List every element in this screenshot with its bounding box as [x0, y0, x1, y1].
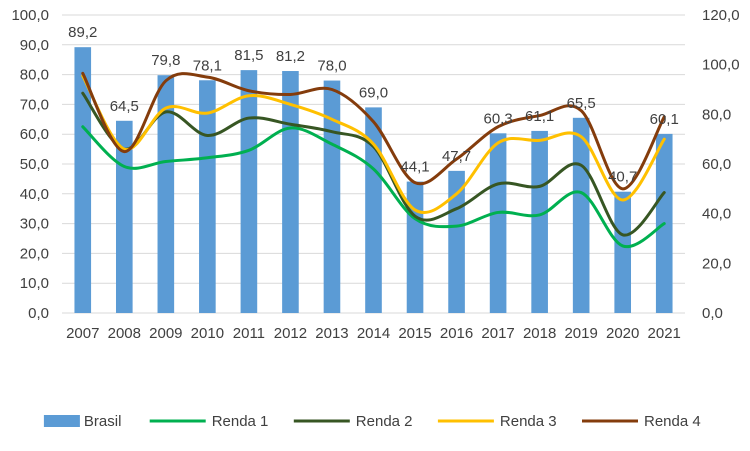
x-tick-label: 2021 [648, 325, 681, 342]
bar [74, 47, 92, 314]
series-line-renda-1 [81, 125, 666, 249]
legend: Brasil Renda 1 Renda 2 Renda 3 Renda 4 [43, 413, 701, 430]
bar-data-label: 61,1 [525, 108, 554, 125]
bar [614, 191, 632, 313]
x-tick-label: 2014 [357, 325, 390, 342]
y-tick-label: 60,0 [20, 126, 49, 143]
y2-tick-label: 80,0 [702, 106, 731, 123]
legend-swatch [43, 415, 80, 427]
x-tick-label: 2017 [481, 325, 514, 342]
bar-data-label: 78,0 [317, 58, 346, 75]
bar [282, 71, 299, 313]
y2-tick-label: 20,0 [702, 255, 731, 272]
bar [406, 181, 424, 313]
data-labels: 89,2 64,5 79,8 78,1 81,5 81,2 78,0 69,0 44,1 47,7… [68, 24, 679, 186]
bar [489, 133, 507, 313]
y-tick-label: 100,0 [11, 7, 49, 24]
x-tick-label: 2020 [606, 325, 639, 342]
x-tick-label: 2018 [523, 325, 556, 342]
x-tick-label: 2007 [66, 325, 99, 342]
bar-data-label: 65,5 [567, 95, 596, 112]
y2-tick-label: 100,0 [702, 57, 740, 74]
y-axis-right: 0,0 20,0 40,0 60,0 80,0 100,0 120,0 [702, 7, 740, 322]
series-line-renda-4 [81, 71, 666, 191]
y-tick-label: 70,0 [20, 96, 49, 113]
y-tick-label: 30,0 [20, 216, 49, 233]
legend-label: Renda 3 [500, 413, 557, 430]
x-tick-label: 2013 [315, 325, 348, 342]
bar [199, 80, 216, 314]
legend-label: Renda 4 [644, 413, 701, 430]
bar-data-label: 79,8 [151, 52, 180, 69]
bar [572, 117, 590, 313]
bar-data-label: 89,2 [68, 24, 97, 41]
y-tick-label: 80,0 [20, 67, 49, 84]
bar [323, 80, 341, 313]
x-tick-label: 2009 [149, 325, 182, 342]
bar-data-label: 69,0 [359, 84, 388, 101]
bar [365, 107, 382, 313]
y-tick-label: 40,0 [20, 186, 49, 203]
legend-item-renda-2: Renda 2 [293, 413, 413, 430]
x-tick-label: 2012 [274, 325, 307, 342]
x-axis: 2007 2008 2009 2010 2011 2012 2013 2014 2015 2016… [66, 325, 681, 342]
x-tick-label: 2011 [233, 325, 265, 342]
legend-label: Renda 1 [212, 413, 269, 430]
series-line-renda-3 [81, 74, 666, 214]
legend-item-renda-3: Renda 3 [437, 413, 557, 430]
bar-data-label: 81,5 [234, 47, 263, 64]
y2-tick-label: 60,0 [702, 156, 731, 173]
bar-data-label: 64,5 [110, 98, 139, 115]
bar-data-label: 44,1 [400, 159, 429, 176]
x-tick-label: 2008 [108, 325, 141, 342]
y-tick-label: 90,0 [20, 37, 49, 54]
legend-item-renda-4: Renda 4 [582, 413, 701, 430]
y-tick-label: 20,0 [20, 245, 49, 262]
bar-data-label: 47,7 [442, 148, 471, 165]
bar-data-label: 40,7 [608, 169, 637, 186]
legend-label: Renda 2 [356, 413, 413, 430]
bar-data-label: 81,2 [276, 48, 305, 65]
bar [157, 75, 175, 313]
legend-item-renda-1: Renda 1 [149, 413, 269, 430]
y2-tick-label: 40,0 [702, 206, 731, 223]
line-series [81, 71, 666, 249]
y-tick-label: 0,0 [28, 305, 49, 322]
y-axis-left: 0,0 10,0 20,0 30,0 40,0 50,0 60,0 70,0 80,0 90,0 1… [11, 7, 49, 322]
y2-tick-label: 120,0 [702, 7, 740, 24]
x-tick-label: 2019 [564, 325, 597, 342]
y2-tick-label: 0,0 [702, 305, 723, 322]
bar-data-label: 60,3 [483, 110, 512, 127]
x-tick-label: 2010 [191, 325, 224, 342]
bar [240, 70, 258, 313]
bar [531, 130, 548, 313]
x-tick-label: 2016 [440, 325, 473, 342]
bar-data-label: 60,1 [650, 111, 679, 128]
legend-item-brasil: Brasil [43, 413, 122, 430]
x-tick-label: 2015 [398, 325, 431, 342]
y-tick-label: 10,0 [20, 275, 49, 292]
bar-data-label: 78,1 [193, 57, 222, 74]
y-tick-label: 50,0 [20, 156, 49, 173]
legend-label: Brasil [84, 413, 122, 430]
